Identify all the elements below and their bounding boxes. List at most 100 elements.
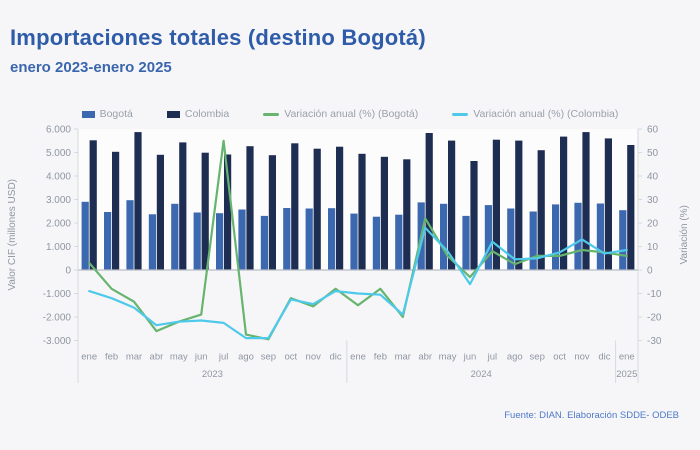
bar-colombia-18 [492, 139, 500, 270]
bar-bogota-0 [81, 201, 89, 270]
left-tick-label: -1.000 [43, 289, 72, 300]
bar-bogota-3 [148, 214, 156, 270]
chart-legend: Bogotá Colombia Variación anual (%) (Bogot… [0, 108, 700, 120]
bar-bogota-8 [260, 215, 268, 270]
month-label-23: dic [598, 352, 610, 363]
bar-colombia-8 [268, 155, 276, 270]
month-label-2: mar [126, 352, 142, 363]
month-label-7: ago [238, 352, 254, 363]
right-tick-label: 0 [647, 266, 653, 277]
month-label-15: abr [418, 352, 432, 363]
year-label-2025: 2025 [616, 369, 637, 380]
bar-bogota-23 [596, 203, 604, 270]
left-tick-label: 4.000 [46, 172, 71, 183]
year-label-2024: 2024 [471, 369, 492, 380]
bar-bogota-11 [328, 208, 336, 270]
bar-colombia-5 [201, 152, 209, 270]
bar-colombia-13 [380, 156, 388, 270]
bar-bogota-5 [193, 212, 201, 270]
bar-colombia-9 [291, 143, 299, 270]
right-tick-label: -20 [647, 313, 662, 324]
month-label-9: oct [284, 352, 297, 363]
month-label-8: sep [261, 352, 276, 363]
month-label-17: jun [463, 352, 477, 363]
legend-label-var-bogota: Variación anual (%) (Bogotá) [284, 108, 419, 120]
month-label-1: feb [105, 352, 118, 363]
left-tick-label: 3.000 [46, 195, 71, 206]
left-tick-label: 0 [65, 266, 71, 277]
right-tick-label: 50 [647, 148, 659, 159]
month-label-21: oct [553, 352, 566, 363]
month-label-19: ago [507, 352, 523, 363]
bar-bogota-13 [372, 216, 380, 270]
year-label-2023: 2023 [202, 369, 223, 380]
month-label-5: jun [194, 352, 208, 363]
month-label-0: ene [81, 352, 97, 363]
legend-label-bogota: Bogotá [99, 108, 133, 120]
bar-bogota-12 [350, 213, 358, 270]
legend-item-var-bogota: Variación anual (%) (Bogotá) [263, 108, 418, 120]
bar-colombia-4 [179, 142, 187, 270]
bar-colombia-6 [224, 154, 232, 270]
bar-colombia-10 [313, 148, 321, 270]
month-label-16: may [439, 352, 457, 363]
right-tick-label: 10 [647, 242, 659, 253]
legend-item-colombia: Colombia [166, 108, 230, 120]
bar-bogota-19 [507, 208, 515, 270]
bar-bogota-2 [126, 200, 134, 270]
bar-colombia-23 [604, 138, 612, 270]
left-axis-title: Valor CIF (millones USD) [7, 179, 18, 291]
bar-bogota-7 [238, 209, 246, 270]
legend-item-var-colombia: Variación anual (%) (Colombia) [452, 108, 618, 120]
bar-bogota-17 [462, 215, 470, 270]
bar-colombia-22 [582, 132, 590, 270]
month-label-6: jul [218, 352, 229, 363]
right-tick-label: 60 [647, 125, 659, 136]
month-label-13: feb [374, 352, 387, 363]
bar-colombia-7 [246, 146, 254, 270]
bar-bogota-10 [305, 208, 313, 270]
bar-bogota-22 [574, 202, 582, 270]
bar-colombia-16 [448, 140, 456, 270]
month-label-10: nov [306, 352, 322, 363]
bar-bogota-21 [552, 204, 560, 270]
left-tick-label: 5.000 [46, 148, 71, 159]
right-tick-label: 20 [647, 219, 659, 230]
bar-bogota-4 [171, 203, 179, 270]
left-tick-label: 1.000 [46, 242, 71, 253]
month-label-3: abr [150, 352, 164, 363]
bar-colombia-17 [470, 161, 478, 270]
bar-bogota-9 [283, 208, 291, 270]
bar-colombia-1 [112, 151, 120, 270]
bar-bogota-1 [104, 212, 112, 270]
bar-colombia-21 [560, 136, 568, 270]
month-label-11: dic [330, 352, 342, 363]
bar-bogota-16 [440, 203, 448, 270]
bar-bogota-6 [216, 213, 224, 270]
source-note: Fuente: DIAN. Elaboración SDDE- ODEB [504, 410, 679, 421]
bar-bogota-18 [484, 205, 492, 270]
left-tick-label: -3.000 [43, 336, 72, 347]
right-tick-label: -10 [647, 289, 662, 300]
legend-swatch-bogota [81, 110, 95, 118]
right-tick-label: 40 [647, 172, 659, 183]
bar-colombia-11 [336, 146, 344, 270]
right-tick-label: -30 [647, 336, 662, 347]
legend-label-var-colombia: Variación anual (%) (Colombia) [473, 108, 619, 120]
month-label-24: ene [619, 352, 635, 363]
bar-bogota-24 [619, 210, 627, 270]
left-tick-label: 6.000 [46, 125, 71, 136]
bar-colombia-19 [515, 140, 523, 270]
month-label-12: ene [350, 352, 366, 363]
bar-colombia-12 [358, 153, 366, 270]
legend-swatch-var-bogota [263, 112, 280, 116]
bar-bogota-14 [395, 214, 403, 270]
bar-colombia-3 [156, 154, 164, 270]
legend-swatch-colombia [166, 110, 180, 118]
bar-colombia-15 [425, 133, 433, 270]
legend-item-bogota: Bogotá [81, 108, 133, 120]
left-tick-label: -2.000 [43, 313, 72, 324]
month-label-4: may [170, 352, 188, 363]
legend-label-colombia: Colombia [184, 108, 230, 120]
